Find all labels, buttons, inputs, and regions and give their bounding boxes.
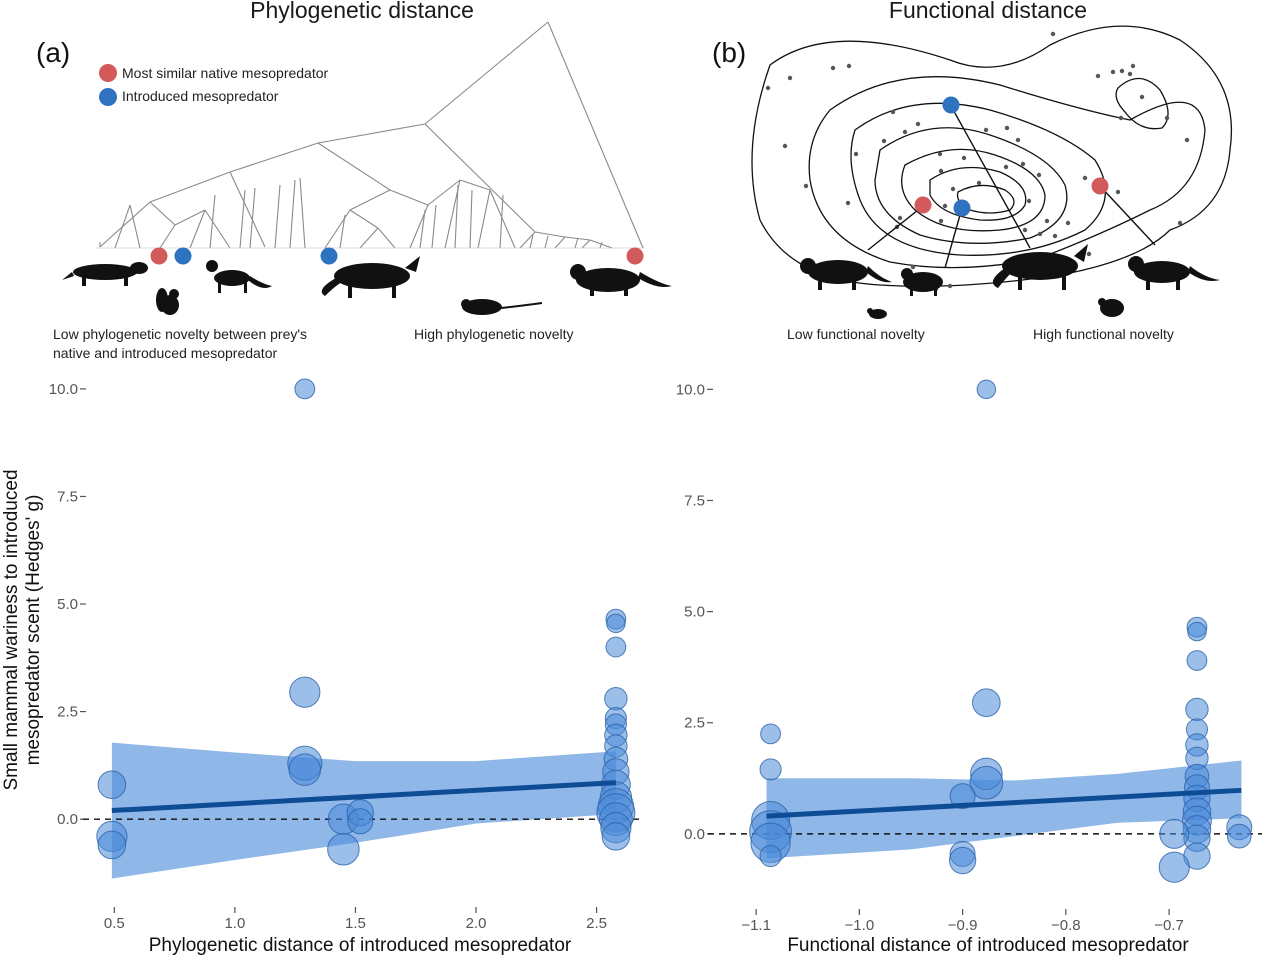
phylo-x-tick-label: 0.5 <box>104 915 125 932</box>
func-data-point <box>1158 851 1190 883</box>
phylo-y-tick-label: 7.5 <box>57 488 78 505</box>
phylo-data-point <box>347 808 374 835</box>
panel-b-title: Functional distance <box>889 0 1087 23</box>
tree-introduced-marker-low <box>174 247 192 265</box>
func-x-axis-title: Functional distance of introduced mesopr… <box>787 935 1189 956</box>
func-x-tick-label: −1.1 <box>741 917 771 934</box>
func-y-tick-label: 7.5 <box>684 492 705 509</box>
func-data-point <box>948 846 977 875</box>
phylo-y-tick-label: 10.0 <box>49 381 78 398</box>
phylo-x-tick-label: 2.5 <box>586 915 607 932</box>
tree-native-marker-low <box>150 247 168 265</box>
phylo-data-point <box>327 833 360 866</box>
phylo-y-tick-label: 2.5 <box>57 704 78 721</box>
y-axis-title-line2: mesopredator scent (Hedges' g) <box>23 495 44 766</box>
func-y-tick-label: 0.0 <box>684 826 705 843</box>
func-x-tick-label: −0.7 <box>1154 917 1184 934</box>
func-data-point <box>1185 697 1209 722</box>
func-data-point <box>760 723 781 745</box>
mouse-silhouette-b1 <box>867 308 887 319</box>
func-x-tick-label: −1.0 <box>845 917 875 934</box>
phylo-y-tick-label: 5.0 <box>57 596 78 613</box>
fox-silhouette <box>321 256 420 298</box>
phylo-data-point <box>606 613 626 634</box>
caption-high-phylo: High phylogenetic novelty <box>414 326 574 342</box>
panel-b-silhouettes <box>800 244 1220 319</box>
phylogenetic-plot: 0.0 2.5 5.0 7.5 10.0 0.5 1.0 1.5 2.0 2.5 Phylogene… <box>49 378 640 956</box>
panel-a-silhouettes <box>62 256 672 315</box>
caption-low-phylo-line1: Low phylogenetic novelty between prey's <box>53 326 307 342</box>
mouse-silhouette-b2 <box>1098 298 1124 317</box>
cat-silhouette-b <box>901 268 943 296</box>
func-data-point <box>972 688 1001 718</box>
species-points <box>765 31 1190 292</box>
func-fit-line <box>766 787 1242 819</box>
caption-high-functional: High functional novelty <box>1033 326 1174 342</box>
functional-plot: 0.0 2.5 5.0 7.5 10.0 −1.1 −1.0 −0.9 −0.8 −0.7Func… <box>676 379 1262 956</box>
phylo-fit-line <box>111 780 617 814</box>
functional-introduced-marker-2 <box>953 199 971 217</box>
phylo-y-tick-label: 0.0 <box>57 811 78 828</box>
func-data-point <box>1187 621 1207 642</box>
fox-silhouette-b <box>992 244 1088 290</box>
caption-low-functional: Low functional novelty <box>787 326 925 342</box>
phylo-data-point <box>294 378 316 400</box>
mustelid-silhouette <box>62 262 148 286</box>
legend-native-marker <box>99 64 117 82</box>
phylo-x-axis-title: Phylogenetic distance of introduced meso… <box>149 935 572 956</box>
functional-native-marker-high <box>1091 177 1109 195</box>
phylo-data-point <box>97 830 127 860</box>
y-axis-title: Small mammal wariness to introduced meso… <box>1 469 44 790</box>
tree-native-marker-high <box>626 247 644 265</box>
tree-introduced-marker-high <box>320 247 338 265</box>
func-data-point <box>759 758 782 781</box>
panel-a-letter: (a) <box>36 37 70 68</box>
phylo-x-tick-label: 1.0 <box>224 915 245 932</box>
caption-low-phylo-line2: native and introduced mesopredator <box>53 345 277 361</box>
mapping-lines <box>867 105 1156 269</box>
legend-introduced-marker <box>99 88 117 106</box>
quoll-silhouette-b1 <box>800 258 892 290</box>
squirrel-silhouette <box>156 288 179 315</box>
panel-a-title: Phylogenetic distance <box>250 0 474 23</box>
phylo-data-point <box>288 753 322 786</box>
func-y-tick-label: 5.0 <box>684 604 705 621</box>
functional-native-marker-low <box>914 196 932 214</box>
legend-native-label: Most similar native mesopredator <box>122 65 329 81</box>
marten-silhouette <box>206 260 272 293</box>
legend-introduced-label: Introduced mesopredator <box>122 88 279 104</box>
functional-introduced-marker-1 <box>942 96 960 114</box>
func-data-point <box>759 845 782 868</box>
func-data-point <box>1186 650 1208 671</box>
phylo-data-point <box>289 676 321 708</box>
phylo-data-point <box>97 770 127 800</box>
quoll-silhouette-b2 <box>1128 256 1220 290</box>
phylo-x-tick-label: 1.5 <box>345 915 366 932</box>
density-contours <box>751 25 1233 287</box>
func-data-point <box>969 765 1004 800</box>
y-axis-title-line1: Small mammal wariness to introduced <box>1 469 22 790</box>
phylo-data-point <box>604 686 628 711</box>
func-data-point <box>1226 823 1252 849</box>
func-data-point <box>976 379 997 400</box>
func-data-point <box>949 783 976 810</box>
func-y-tick-label: 10.0 <box>676 381 705 398</box>
quoll-silhouette <box>570 264 672 296</box>
panel-b-illustration: Functional distance (b) <box>712 0 1233 342</box>
phylo-x-tick-label: 2.0 <box>466 915 487 932</box>
func-x-tick-label: −0.8 <box>1051 917 1081 934</box>
func-data-point <box>1159 818 1190 849</box>
panel-b-letter: (b) <box>712 37 746 68</box>
phylo-data-point <box>605 636 627 658</box>
func-x-tick-label: −0.9 <box>948 917 978 934</box>
phylogenetic-tree <box>96 21 645 249</box>
rat-silhouette <box>461 299 543 315</box>
panel-a-illustration: Phylogenetic distance (a) Most similar n… <box>36 0 672 361</box>
func-y-tick-label: 2.5 <box>684 715 705 732</box>
phylo-data-point <box>601 822 631 851</box>
